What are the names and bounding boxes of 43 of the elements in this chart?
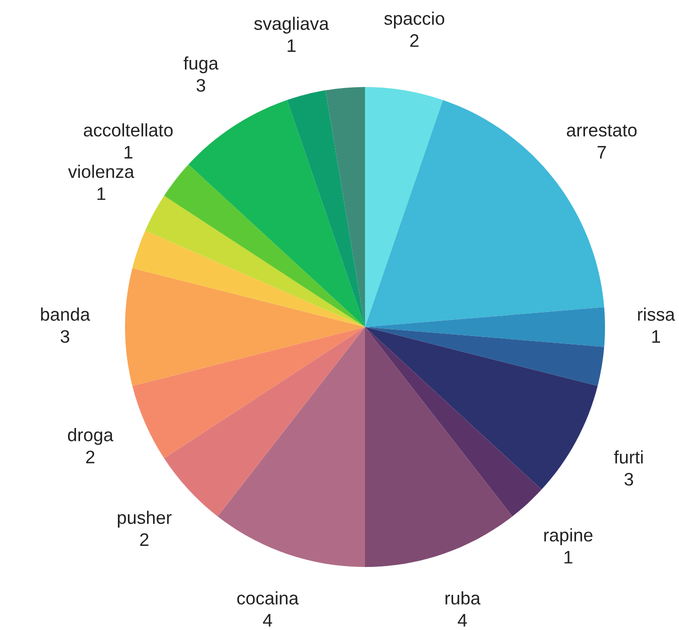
pie-slice	[125, 268, 365, 386]
data-label: 3	[624, 472, 634, 486]
pie-slice	[365, 327, 598, 490]
data-label: 7	[598, 146, 606, 158]
pie-slice	[365, 327, 604, 386]
slice-label: accoltellato	[84, 123, 173, 137]
data-label: 3	[60, 330, 70, 343]
pie-slice	[188, 100, 365, 327]
data-label: 1	[288, 39, 296, 52]
data-label: 1	[98, 187, 106, 200]
slice-label: rapine	[544, 528, 592, 546]
slice-label: ruba	[446, 591, 480, 605]
pie-slice	[365, 87, 443, 327]
slice-label: svagliava	[254, 16, 329, 34]
data-label: 2	[86, 450, 94, 464]
data-label: 4	[458, 614, 467, 626]
pie-slice	[365, 327, 512, 567]
data-label: 1	[652, 330, 660, 343]
data-label: 1	[564, 550, 572, 564]
slice-label: droga	[68, 428, 114, 445]
pie-slice	[132, 327, 365, 458]
pie-slice	[287, 90, 365, 327]
data-label: 2	[140, 533, 148, 546]
data-label: 4	[262, 614, 272, 626]
slice-label: pusher	[118, 510, 172, 528]
pie-slice	[218, 327, 365, 567]
data-label: 1	[124, 146, 132, 158]
pie-slice	[365, 327, 542, 516]
slice-label: banda	[41, 308, 90, 321]
slice-label: rissa	[638, 308, 675, 321]
slice-label: furti	[614, 450, 643, 464]
data-label: 2	[410, 34, 418, 47]
pie-slice	[164, 164, 365, 327]
slice-label: violenza	[68, 164, 134, 178]
pie-slice	[325, 87, 365, 327]
data-label: 3	[196, 78, 206, 92]
slice-label: fuga	[184, 56, 218, 74]
slice-label: spaccio	[384, 12, 444, 28]
pie-slice	[145, 196, 365, 327]
slice-label: arrestato	[566, 124, 637, 137]
pie-slice	[132, 230, 365, 327]
slice-label: cocaina	[237, 591, 299, 605]
pie-slice	[365, 307, 605, 347]
